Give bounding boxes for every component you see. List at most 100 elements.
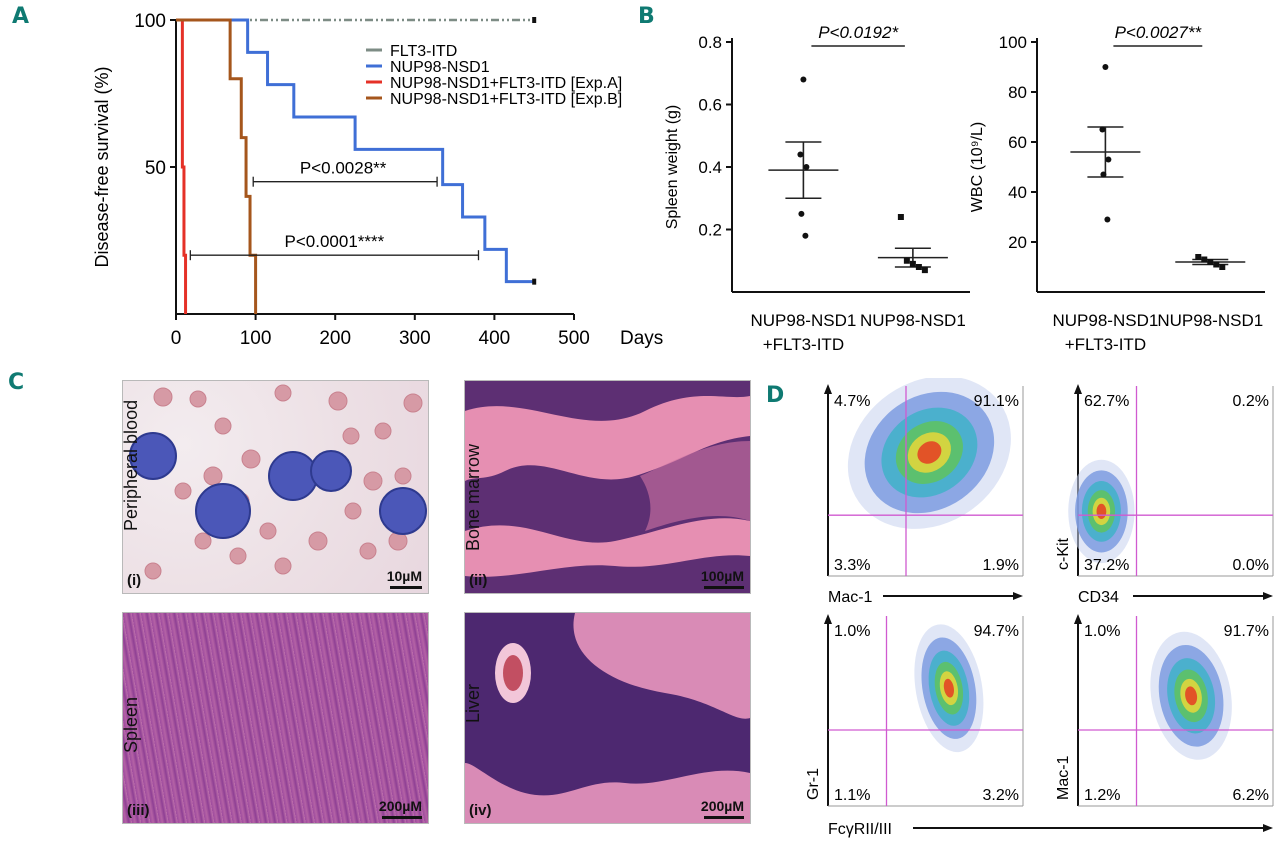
- quadrant-ll: 1.2%: [1084, 787, 1120, 804]
- data-point: [1099, 126, 1106, 133]
- x-tick-label: 500: [558, 328, 590, 349]
- data-point: [921, 267, 928, 274]
- spleen-weight-chart: 0.2 0.4 0.6 0.8 Spleen weight (g) NUP98-NSD1 +…: [664, 23, 970, 354]
- micrograph-liver: Liver (iv) 200µM: [464, 612, 751, 824]
- data-point: [1207, 259, 1214, 265]
- x-category-label: NUP98-NSD1: [1052, 311, 1158, 330]
- flow-x-arrowhead: [1013, 592, 1023, 600]
- data-point: [797, 151, 804, 158]
- y-tick-label: 50: [145, 158, 166, 179]
- quadrant-lr: 0.0%: [1233, 557, 1269, 574]
- flow-shared-x-label: FcγRII/III: [828, 821, 892, 838]
- censor-mark: [532, 17, 537, 23]
- flow-x-label: CD34: [1078, 589, 1119, 606]
- y-tick-label: 60: [1008, 133, 1027, 152]
- quadrant-ul: 62.7%: [1084, 393, 1129, 410]
- micrograph-label-liver: Liver: [464, 683, 483, 723]
- y-tick-label: 0.2: [698, 221, 722, 240]
- flow-density-5: [917, 441, 942, 464]
- micrograph-index-iv: (iv): [469, 802, 492, 819]
- panel-d-letter: D: [766, 383, 785, 408]
- micrograph-index-iii: (iii): [127, 802, 150, 819]
- quadrant-ll: 1.1%: [834, 787, 870, 804]
- scale-bar-200um-spleen: 200µM: [379, 798, 422, 819]
- quadrant-lr: 6.2%: [1233, 787, 1269, 804]
- micrograph-index-i: (i): [127, 572, 142, 589]
- y-axis-label: Disease-free survival (%): [92, 66, 112, 267]
- flow-x-label: Mac-1: [828, 589, 873, 606]
- series-line-3: [176, 18, 188, 314]
- quadrant-ur: 0.2%: [1233, 393, 1269, 410]
- data-point: [909, 260, 916, 267]
- legend-label: NUP98-NSD1: [390, 59, 490, 76]
- data-point: [803, 164, 810, 170]
- y-axis-label: WBC (10⁹/L): [969, 122, 986, 212]
- flow-density-5: [1096, 503, 1107, 519]
- data-point: [1102, 64, 1109, 70]
- panel-a-letter: A: [12, 4, 30, 29]
- quadrant-lr: 3.2%: [983, 787, 1019, 804]
- micrograph-label-bone-marrow: Bone marrow: [464, 443, 483, 551]
- pvalue-label: P<0.0028**: [300, 159, 387, 178]
- quadrant-ul: 1.0%: [1084, 623, 1120, 640]
- pvalue-label: P<0.0192*: [818, 23, 899, 42]
- scale-bar-200um-liver: 200µM: [701, 798, 744, 819]
- data-point: [1104, 216, 1111, 223]
- x-tick-label: 200: [319, 328, 351, 349]
- flow-density-5: [943, 678, 954, 698]
- data-point: [915, 264, 922, 270]
- data-point: [1201, 256, 1208, 263]
- quadrant-ul: 4.7%: [834, 393, 870, 410]
- micrograph-label-spleen: Spleen: [122, 696, 141, 753]
- data-point: [1213, 261, 1220, 268]
- flow-x-arrowhead: [1263, 592, 1273, 600]
- panel-c-letter: C: [8, 370, 25, 395]
- data-point: [1105, 156, 1112, 163]
- survival-chart: 0 100 200 300 400 500 50 100 Days Disease-free su…: [92, 11, 663, 349]
- flow-density-5: [1185, 686, 1198, 706]
- wbc-chart: 20 40 60 80 100 WBC (10⁹/L) NUP98-NSD1 +FLT3-IT…: [969, 23, 1265, 354]
- legend-label: NUP98-NSD1+FLT3-ITD [Exp.B]: [390, 91, 622, 108]
- x-category-label: NUP98-NSD1: [1157, 311, 1263, 330]
- data-point: [897, 214, 904, 220]
- micrograph-bone-marrow: Bone marrow (ii) 100µM: [464, 380, 751, 594]
- y-tick-label: 100: [999, 33, 1027, 52]
- y-tick-label: 80: [1008, 83, 1027, 102]
- data-point: [903, 257, 910, 264]
- flow-y-label: Mac-1: [1055, 755, 1072, 800]
- flow-cytometry-panel: 4.7% 91.1% 3.3% 1.9% Mac-1 62.7% 0.2% 37.2% 0.0%…: [805, 378, 1274, 838]
- blood-cells-illustration: [129, 384, 427, 580]
- series-line-2: [176, 18, 535, 284]
- legend-label: NUP98-NSD1+FLT3-ITD [Exp.A]: [390, 75, 622, 92]
- bone-tissue-illustration: [465, 381, 750, 593]
- y-tick-label: 0.4: [698, 158, 722, 177]
- liver-tissue-illustration: [465, 613, 750, 823]
- x-category-label: NUP98-NSD1: [750, 311, 856, 330]
- y-axis-label: Spleen weight (g): [664, 105, 681, 230]
- flow-y-arrowhead: [824, 614, 832, 624]
- series-line-4: [176, 18, 258, 314]
- quadrant-ul: 1.0%: [834, 623, 870, 640]
- panel-b-letter: B: [638, 4, 655, 29]
- flow-y-arrowhead: [824, 384, 832, 394]
- flow-y-label: c-Kit: [1055, 537, 1072, 570]
- x-tick-label: 400: [479, 328, 511, 349]
- x-tick-label: 0: [171, 328, 182, 349]
- data-point: [1100, 171, 1107, 178]
- flow-shared-x-arrowhead: [1263, 824, 1273, 832]
- data-point: [800, 76, 807, 83]
- x-category-label: NUP98-NSD1: [860, 311, 966, 330]
- flow-y-label: Gr-1: [805, 768, 822, 800]
- data-point: [1195, 254, 1202, 260]
- y-tick-label: 20: [1008, 233, 1027, 252]
- flow-y-arrowhead: [1074, 614, 1082, 624]
- pvalue-label: P<0.0027**: [1115, 23, 1203, 42]
- quadrant-ur: 94.7%: [974, 623, 1019, 640]
- pvalue-label: P<0.0001****: [285, 232, 385, 251]
- quadrant-lr: 1.9%: [983, 557, 1019, 574]
- flow-y-arrowhead: [1074, 384, 1082, 394]
- micrograph-label-peripheral-blood: Peripheral blood: [122, 399, 141, 531]
- censor-mark: [532, 278, 537, 285]
- scale-bar-10um: 10µM: [387, 568, 422, 589]
- data-point: [1219, 264, 1226, 270]
